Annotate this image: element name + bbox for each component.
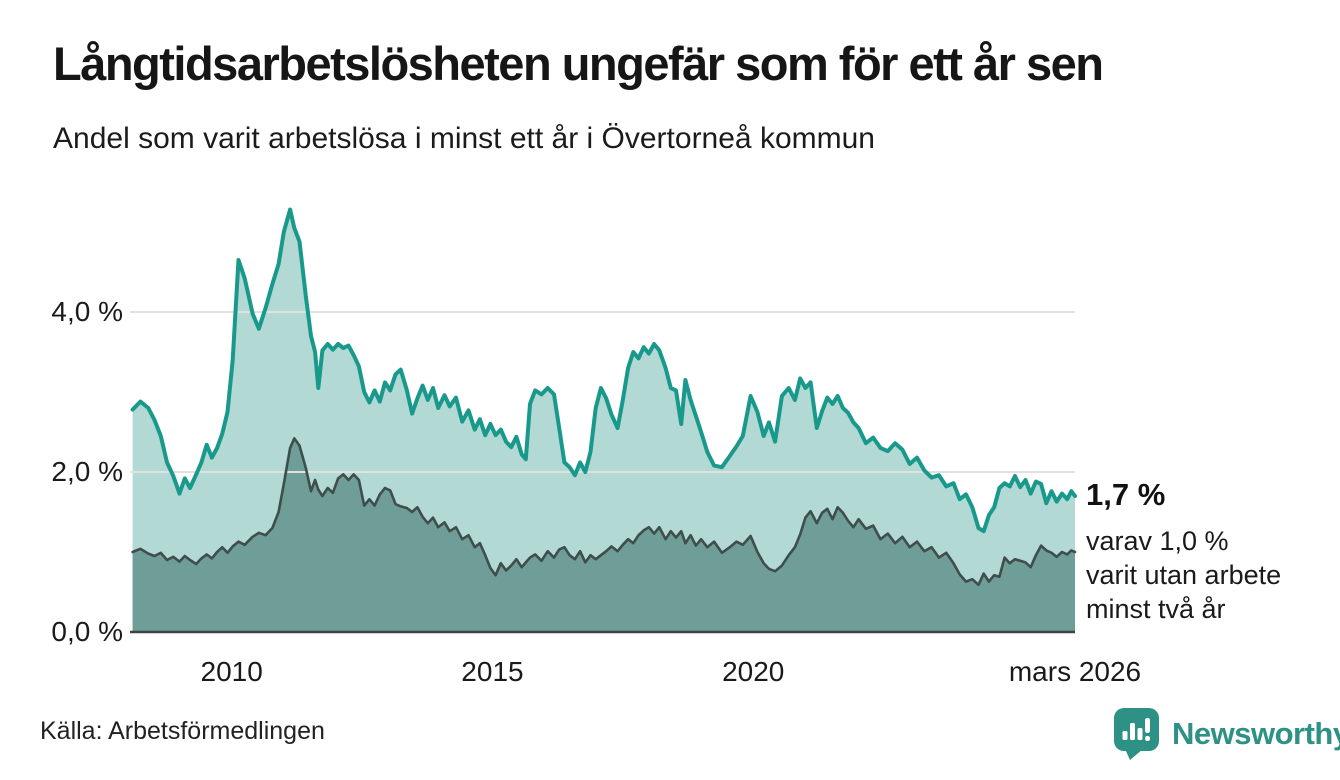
x-axis-tick-label: 2015 [461,656,524,687]
annotation-detail-line: varav 1,0 % [1086,526,1229,556]
page-subtitle: Andel som varit arbetslösa i minst ett å… [53,122,875,155]
x-axis-tick-label: 2020 [722,656,785,687]
annotation-detail-line: minst två år [1086,594,1226,624]
y-axis-tick-label: 2,0 % [51,456,123,487]
series-area-arbetslosa-minst-tva-ar [132,438,1076,632]
source-note: Källa: Arbetsförmedlingen [40,717,325,745]
newsworthy-wordmark: Newsworthy [1172,715,1340,751]
y-axis-tick-label: 0,0 % [51,616,123,647]
newsworthy-logo: Newsworthy [1113,707,1340,760]
latest-value-label: 1,7 % [1086,477,1166,512]
series-line-arbetslosa-minst-tva-ar [131,437,1077,587]
annotation-detail-line: varit utan arbete [1086,560,1282,590]
x-axis-tick-label: mars 2026 [1008,656,1142,687]
page-title: Långtidsarbetslösheten ungefär som för e… [53,37,1104,90]
series-line-arbetslosa-minst-ett-ar [130,207,1077,534]
x-axis-tick-label: 2010 [200,656,263,687]
latest-value-annotation: 1,7 % varav 1,0 % varit utan arbete mins… [1086,477,1326,626]
newsworthy-logo-icon [1114,708,1159,760]
y-axis-tick-label: 4,0 % [51,296,123,327]
